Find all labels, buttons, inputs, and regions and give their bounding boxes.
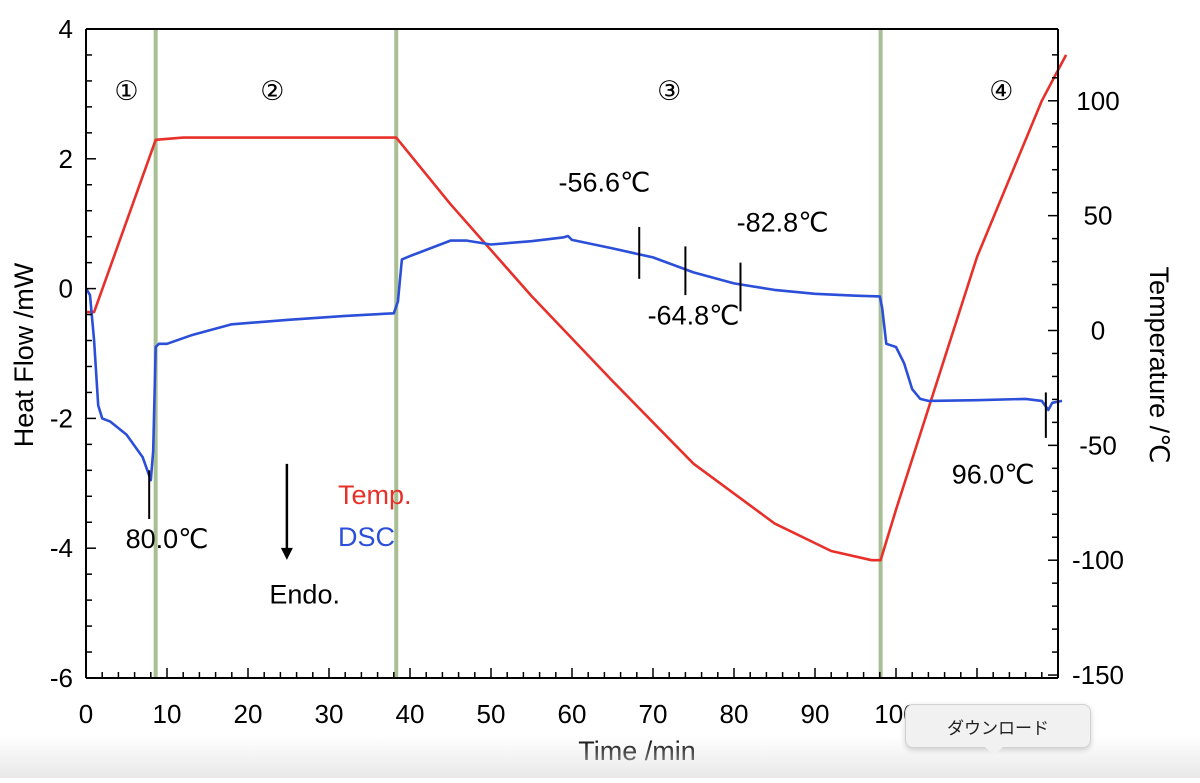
y-right-tick-label: -50 [1079,430,1117,460]
y-left-tick-label: 0 [59,274,73,304]
x-tick-label: 50 [477,699,506,729]
x-tick-label: 60 [558,699,587,729]
phase-marker: ③ [657,76,681,106]
annotation-label: -64.8℃ [648,300,740,330]
series-dsc-line [84,234,1063,482]
y-left-tick-label: 4 [59,14,73,44]
y-axis-right-title: Temperature /℃ [1144,267,1174,464]
y-right-tick-label: 50 [1084,201,1113,231]
y-right-tick-label: 100 [1076,86,1119,116]
download-button[interactable]: ダウンロード [905,704,1091,756]
x-tick-label: 30 [315,699,344,729]
phase-marker: ④ [989,76,1013,106]
annotation-label: -56.6℃ [558,167,650,197]
y-left-tick-label: -4 [50,533,73,563]
x-tick-label: 20 [234,699,263,729]
y-right-tick-label: 0 [1091,316,1105,346]
x-tick-label: 40 [396,699,425,729]
legend-item-temp: Temp. [338,480,412,510]
x-tick-label: 90 [801,699,830,729]
x-axis-title: Time /min [578,736,696,766]
y-left-tick-label: -6 [50,663,73,693]
x-tick-label: 70 [639,699,668,729]
y-axis-left-title: Heat Flow /mW [9,262,39,447]
endo-arrow-head [280,547,293,560]
x-tick-label: 10 [153,699,182,729]
x-tick-label: 80 [720,699,749,729]
y-right-tick-label: -150 [1072,660,1124,690]
phase-marker: ② [260,76,284,106]
annotation-label: -82.8℃ [737,207,829,237]
series-temp-line [86,54,1068,562]
legend-item-dsc: DSC [338,522,395,552]
y-right-tick-label: -100 [1072,545,1124,575]
annotation-label: 96.0℃ [952,459,1035,489]
y-left-tick-label: -2 [50,403,73,433]
y-left-tick-label: 2 [59,144,73,174]
phase-marker: ① [114,76,138,106]
x-tick-label: 0 [79,699,93,729]
annotation-label: 80.0℃ [126,524,209,554]
annotation-label: Endo. [269,579,340,609]
